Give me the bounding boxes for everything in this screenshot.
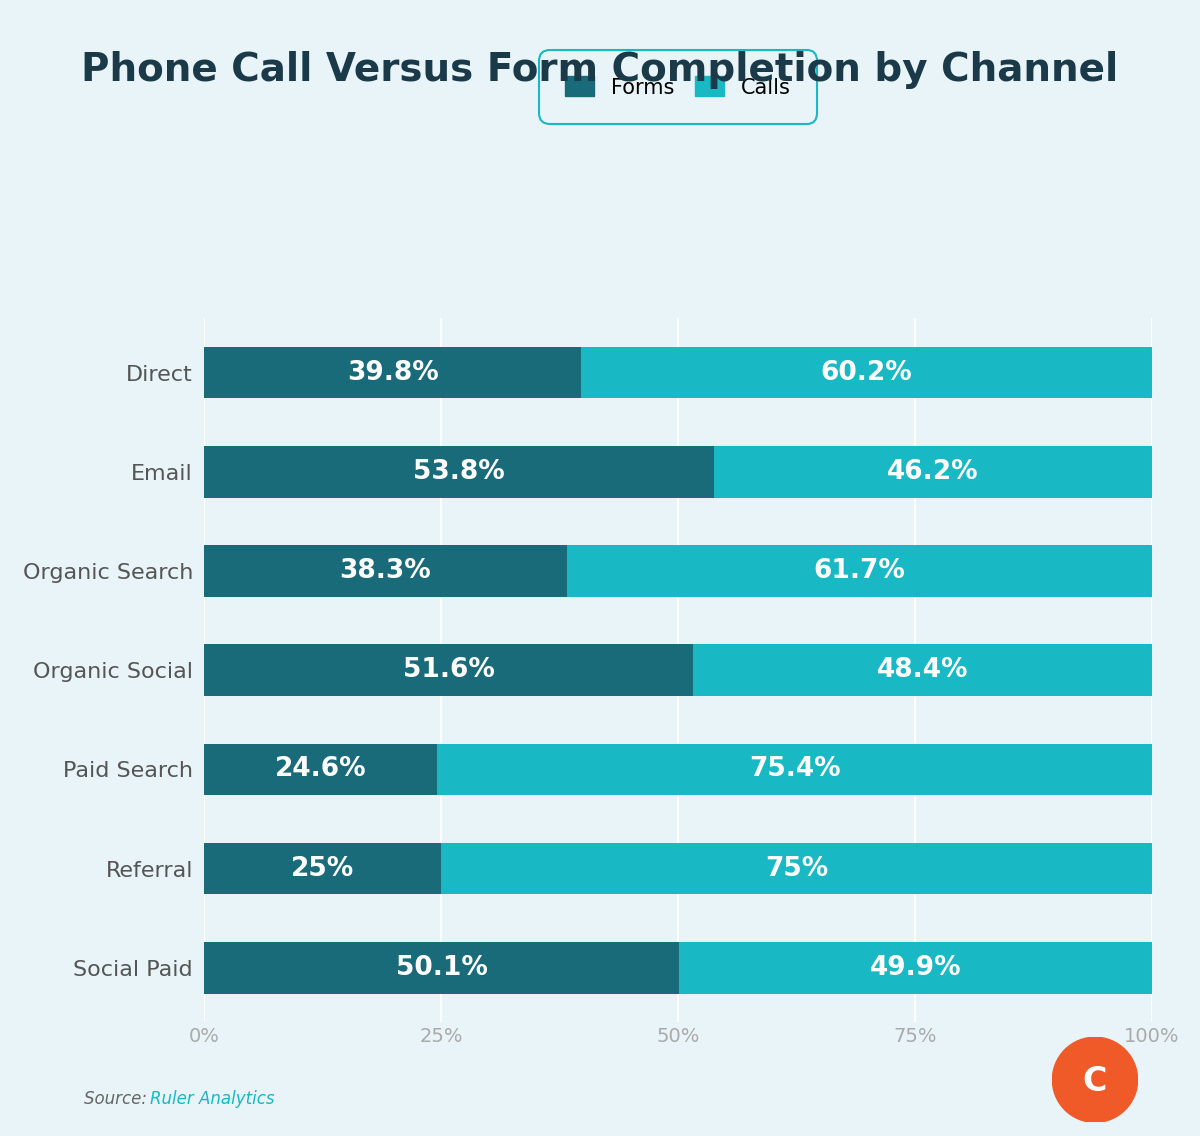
Bar	[581, 346, 1152, 399]
Bar	[204, 843, 442, 894]
Bar	[694, 644, 1152, 696]
Text: C: C	[1082, 1066, 1108, 1099]
Bar	[714, 446, 1152, 498]
Text: 75.4%: 75.4%	[749, 757, 840, 783]
Text: 49.9%: 49.9%	[870, 955, 961, 980]
Bar	[204, 446, 714, 498]
Bar	[679, 942, 1152, 994]
Text: 75%: 75%	[764, 855, 828, 882]
Bar	[204, 744, 437, 795]
Text: 24.6%: 24.6%	[275, 757, 366, 783]
Bar	[568, 545, 1152, 596]
Bar	[204, 942, 679, 994]
Text: 38.3%: 38.3%	[340, 558, 432, 584]
Text: 51.6%: 51.6%	[403, 658, 494, 683]
Text: 25%: 25%	[290, 855, 354, 882]
Text: Phone Call Versus Form Completion by Channel: Phone Call Versus Form Completion by Cha…	[82, 51, 1118, 89]
Text: 39.8%: 39.8%	[347, 360, 438, 385]
Text: 61.7%: 61.7%	[814, 558, 906, 584]
Legend: Forms, Calls: Forms, Calls	[550, 61, 806, 114]
Bar	[437, 744, 1152, 795]
Bar	[204, 644, 694, 696]
Text: 60.2%: 60.2%	[821, 360, 912, 385]
Text: 48.4%: 48.4%	[877, 658, 968, 683]
Bar	[204, 545, 568, 596]
Text: 50.1%: 50.1%	[396, 955, 487, 980]
Text: 53.8%: 53.8%	[413, 459, 505, 485]
Text: 46.2%: 46.2%	[887, 459, 979, 485]
Text: Source:: Source:	[84, 1089, 152, 1108]
Text: Ruler Analytics: Ruler Analytics	[150, 1089, 275, 1108]
Bar	[442, 843, 1152, 894]
Bar	[204, 346, 581, 399]
Circle shape	[1052, 1037, 1138, 1122]
